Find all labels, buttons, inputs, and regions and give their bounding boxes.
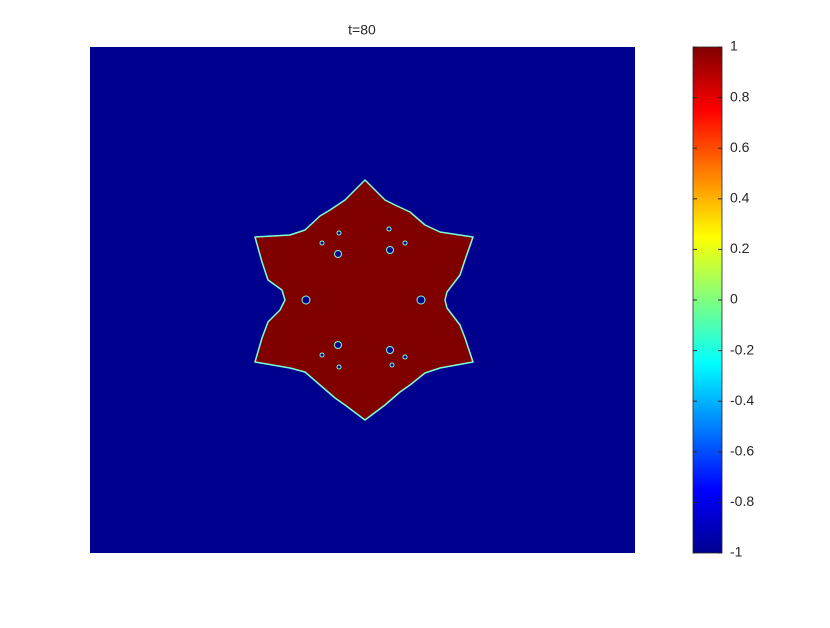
colorbar-tick-label: 0.2 [730,240,750,256]
colorbar-tick-label: -0.2 [730,341,754,357]
colorbar-tick-label: 0.4 [730,190,750,206]
colorbar-tick-label: -0.6 [730,443,754,459]
colorbar-tick-label: 0.8 [730,88,750,104]
crystal-holes [301,226,426,370]
colorbar-tick-label: 1 [730,38,738,54]
colorbar-tick-label: -1 [730,544,743,560]
crystal [254,179,474,421]
colorbar [692,46,723,554]
colorbar-tick-label: 0 [730,291,738,307]
colorbar-tick-label: -0.4 [730,392,754,408]
chart-title: t=80 [348,22,376,38]
colorbar-tick-label: 0.6 [730,139,750,155]
colorbar-tick-label: -0.8 [730,493,754,509]
